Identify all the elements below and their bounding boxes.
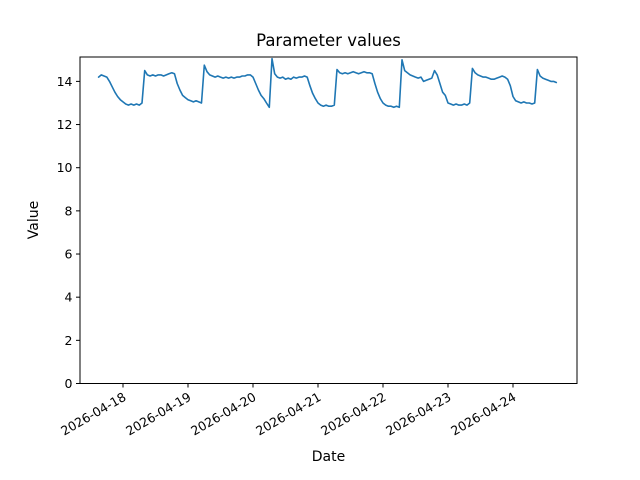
x-tick-label: 2026-04-23 [383, 389, 453, 438]
x-tick-label: 2026-04-24 [448, 389, 518, 438]
x-axis-ticks: 2026-04-182026-04-192026-04-202026-04-21… [58, 383, 519, 438]
y-tick-label: 8 [65, 203, 73, 218]
y-axis-ticks: 0 2 4 6 8 10 12 14 [57, 74, 80, 391]
y-tick-label: 0 [65, 376, 73, 391]
y-tick-label: 6 [65, 247, 73, 262]
series-line [97, 57, 558, 109]
x-axis-label: Date [312, 449, 345, 465]
axes-frame [79, 56, 578, 384]
y-tick-label: 4 [65, 290, 73, 305]
x-tick-label: 2026-04-19 [123, 389, 193, 438]
chart-title: Parameter values [256, 31, 401, 50]
y-tick-label: 14 [57, 74, 73, 89]
x-tick-label: 2026-04-18 [58, 389, 128, 438]
x-tick-label: 2026-04-20 [188, 389, 258, 438]
data-series [97, 57, 558, 109]
x-tick-label: 2026-04-21 [253, 389, 323, 438]
y-tick-label: 10 [57, 160, 73, 175]
y-axis-label: Value [26, 201, 42, 239]
x-tick-label: 2026-04-22 [318, 389, 388, 438]
y-tick-label: 12 [57, 117, 73, 132]
y-tick-label: 2 [65, 333, 73, 348]
